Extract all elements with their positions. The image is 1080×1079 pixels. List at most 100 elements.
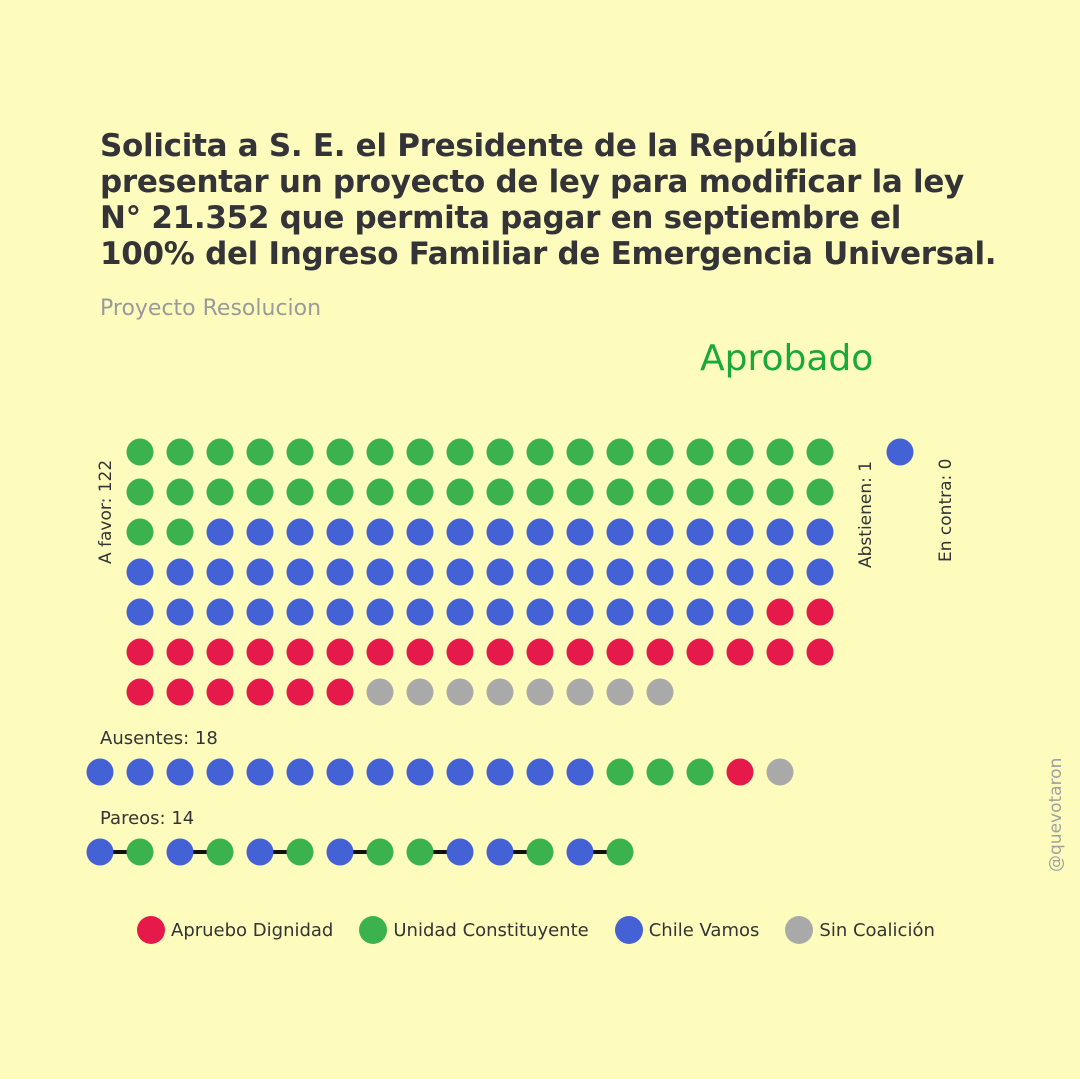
vote-dot-a-favor-unidad-constituyente xyxy=(806,438,834,466)
vote-dot-pareos-unidad-constituyente xyxy=(206,838,234,866)
vote-dot-pareos-chile-vamos xyxy=(446,838,474,866)
vote-dot-ausentes-chile-vamos xyxy=(166,758,194,786)
legend-label: Apruebo Dignidad xyxy=(171,919,334,941)
vote-dot-a-favor-apruebo-dignidad xyxy=(726,638,754,666)
legend-item-unidad-constituyente: Unidad Constituyente xyxy=(359,916,589,944)
vote-dot-a-favor-apruebo-dignidad xyxy=(126,638,154,666)
vote-dot-a-favor-unidad-constituyente xyxy=(446,478,474,506)
vote-dot-a-favor-chile-vamos xyxy=(406,558,434,586)
vote-dot-a-favor-unidad-constituyente xyxy=(486,438,514,466)
vote-dot-a-favor-chile-vamos xyxy=(366,558,394,586)
vote-dot-a-favor-chile-vamos xyxy=(526,558,554,586)
vote-dot-a-favor-chile-vamos xyxy=(566,558,594,586)
vote-dot-a-favor-chile-vamos xyxy=(646,598,674,626)
vote-dot-a-favor-sin-coalicion xyxy=(486,678,514,706)
vote-dot-ausentes-chile-vamos xyxy=(406,758,434,786)
vote-dot-a-favor-unidad-constituyente xyxy=(686,478,714,506)
vote-dot-a-favor-sin-coalicion xyxy=(366,678,394,706)
vote-dot-pareos-unidad-constituyente xyxy=(286,838,314,866)
legend-item-apruebo-dignidad: Apruebo Dignidad xyxy=(137,916,333,944)
vote-dot-a-favor-apruebo-dignidad xyxy=(166,638,194,666)
vote-dot-a-favor-chile-vamos xyxy=(246,558,274,586)
vote-dot-a-favor-unidad-constituyente xyxy=(726,478,754,506)
vote-dot-a-favor-chile-vamos xyxy=(446,518,474,546)
vote-dot-a-favor-chile-vamos xyxy=(686,598,714,626)
vote-dot-a-favor-chile-vamos xyxy=(606,518,634,546)
vote-dot-a-favor-chile-vamos xyxy=(806,558,834,586)
vote-dot-pareos-unidad-constituyente xyxy=(606,838,634,866)
vote-dot-pareos-unidad-constituyente xyxy=(126,838,154,866)
vote-dot-a-favor-unidad-constituyente xyxy=(126,438,154,466)
vote-dot-a-favor-unidad-constituyente xyxy=(286,478,314,506)
vote-dot-a-favor-chile-vamos xyxy=(686,558,714,586)
legend-item-chile-vamos: Chile Vamos xyxy=(614,916,760,944)
vote-dot-pareos-unidad-constituyente xyxy=(526,838,554,866)
vote-dot-a-favor-chile-vamos xyxy=(446,558,474,586)
vote-dot-a-favor-chile-vamos xyxy=(126,598,154,626)
vote-dot-a-favor-chile-vamos xyxy=(566,518,594,546)
vote-dot-a-favor-chile-vamos xyxy=(726,518,754,546)
vote-dot-a-favor-apruebo-dignidad xyxy=(766,598,794,626)
legend-item-sin-coalicion: Sin Coalición xyxy=(785,916,935,944)
vote-dot-a-favor-unidad-constituyente xyxy=(246,478,274,506)
vote-dot-a-favor-chile-vamos xyxy=(686,518,714,546)
vote-dot-a-favor-chile-vamos xyxy=(286,598,314,626)
vote-dot-a-favor-apruebo-dignidad xyxy=(206,638,234,666)
vote-dot-a-favor-unidad-constituyente xyxy=(126,518,154,546)
vote-dot-a-favor-apruebo-dignidad xyxy=(406,638,434,666)
vote-dot-a-favor-chile-vamos xyxy=(406,518,434,546)
vote-dot-a-favor-apruebo-dignidad xyxy=(366,638,394,666)
vote-dot-a-favor-chile-vamos xyxy=(366,598,394,626)
vote-dot-a-favor-unidad-constituyente xyxy=(646,478,674,506)
legend-swatch xyxy=(785,916,814,944)
vote-dot-ausentes-sin-coalicion xyxy=(766,758,794,786)
vote-dot-ausentes-chile-vamos xyxy=(206,758,234,786)
vote-dot-a-favor-chile-vamos xyxy=(486,598,514,626)
vote-dot-pareos-chile-vamos xyxy=(166,838,194,866)
vote-dot-a-favor-chile-vamos xyxy=(726,598,754,626)
vote-dot-a-favor-unidad-constituyente xyxy=(526,478,554,506)
legend-label: Chile Vamos xyxy=(648,919,760,941)
vote-dot-ausentes-chile-vamos xyxy=(486,758,514,786)
vote-dot-a-favor-apruebo-dignidad xyxy=(126,678,154,706)
vote-dot-ausentes-chile-vamos xyxy=(126,758,154,786)
vote-dot-a-favor-chile-vamos xyxy=(206,518,234,546)
vote-dot-a-favor-chile-vamos xyxy=(206,598,234,626)
vote-dot-a-favor-unidad-constituyente xyxy=(726,438,754,466)
vote-dot-a-favor-sin-coalicion xyxy=(406,678,434,706)
vote-dot-a-favor-chile-vamos xyxy=(526,598,554,626)
vote-dot-pareos-chile-vamos xyxy=(326,838,354,866)
page-title: Solicita a S. E. el Presidente de la Rep… xyxy=(100,128,997,272)
vote-dot-ausentes-chile-vamos xyxy=(286,758,314,786)
vote-dot-a-favor-chile-vamos xyxy=(646,558,674,586)
vote-dot-a-favor-apruebo-dignidad xyxy=(486,638,514,666)
legend-label: Sin Coalición xyxy=(819,919,935,941)
legend-swatch xyxy=(359,916,388,944)
vote-dot-a-favor-apruebo-dignidad xyxy=(246,638,274,666)
vote-dot-a-favor-chile-vamos xyxy=(406,598,434,626)
vote-dot-a-favor-unidad-constituyente xyxy=(606,478,634,506)
vote-dot-a-favor-apruebo-dignidad xyxy=(526,638,554,666)
vote-dot-ausentes-chile-vamos xyxy=(566,758,594,786)
vote-dot-a-favor-chile-vamos xyxy=(726,558,754,586)
author-handle: @quevotaron xyxy=(1046,757,1066,872)
vote-dot-a-favor-chile-vamos xyxy=(246,518,274,546)
vote-dot-a-favor-chile-vamos xyxy=(486,518,514,546)
vote-dot-a-favor-sin-coalicion xyxy=(566,678,594,706)
vote-dot-a-favor-unidad-constituyente xyxy=(326,478,354,506)
vote-dot-a-favor-unidad-constituyente xyxy=(246,438,274,466)
vote-dot-a-favor-unidad-constituyente xyxy=(366,478,394,506)
vote-dot-ausentes-unidad-constituyente xyxy=(646,758,674,786)
vote-dot-a-favor-sin-coalicion xyxy=(606,678,634,706)
legend-swatch xyxy=(137,916,165,944)
vote-dot-a-favor-chile-vamos xyxy=(166,598,194,626)
vote-dot-a-favor-apruebo-dignidad xyxy=(246,678,274,706)
vote-dot-abstienen-chile-vamos xyxy=(886,438,914,466)
vote-dot-a-favor-chile-vamos xyxy=(766,518,794,546)
vote-dot-ausentes-chile-vamos xyxy=(446,758,474,786)
ausentes-label: Ausentes: 18 xyxy=(100,728,218,749)
vote-dot-a-favor-sin-coalicion xyxy=(446,678,474,706)
vote-dot-ausentes-chile-vamos xyxy=(86,758,114,786)
vote-dot-a-favor-unidad-constituyente xyxy=(646,438,674,466)
vote-dot-a-favor-apruebo-dignidad xyxy=(606,638,634,666)
